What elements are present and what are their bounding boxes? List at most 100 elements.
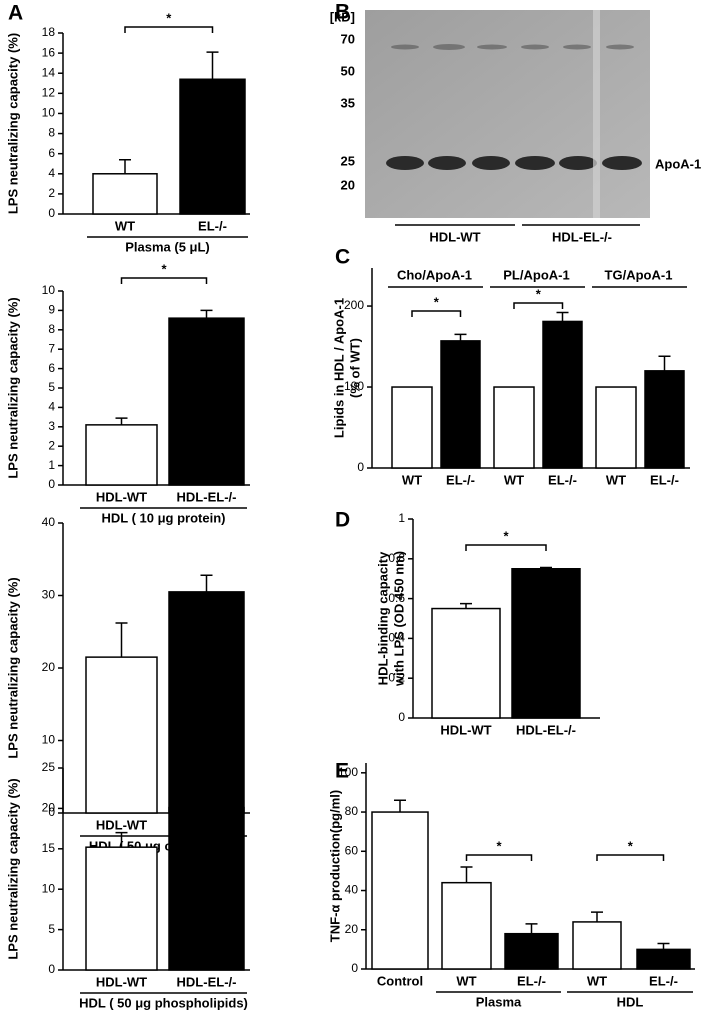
error-bar	[460, 866, 473, 883]
bar	[572, 921, 622, 970]
y-tick-label: 60	[345, 843, 359, 857]
x-tick-label: EL-/-	[517, 973, 546, 988]
x-tick-label: WT	[456, 973, 476, 988]
y-tick-label: 0.8	[388, 551, 405, 565]
group-label: HDL ( 50 μg phospholipids)	[79, 995, 248, 1010]
y-tick-label: 0	[48, 206, 55, 220]
y-tick-label: 0	[48, 477, 55, 491]
bar	[85, 424, 158, 486]
gel-image	[365, 10, 650, 218]
marker-label: 20	[341, 177, 355, 192]
panel-label: D	[335, 509, 350, 532]
error-bar	[525, 923, 538, 934]
bar	[168, 317, 245, 486]
y-tick-label: 10	[42, 881, 56, 895]
bar	[168, 806, 245, 971]
error-bar	[556, 311, 569, 322]
y-tick-label: 0	[48, 962, 55, 976]
x-tick-label: Control	[377, 973, 423, 988]
bar	[179, 78, 246, 215]
error-bar	[115, 831, 128, 848]
error-bar	[591, 911, 603, 922]
y-tick-label: 0.4	[388, 631, 405, 645]
x-tick-label: HDL-WT	[96, 489, 147, 504]
error-bar	[657, 942, 670, 950]
bar	[168, 591, 245, 814]
y-axis-label: LPS neutralizing capacity (%)	[5, 33, 20, 214]
y-axis-label: with LPS (OD 450 nm)	[391, 551, 406, 687]
y-tick-label: 20	[42, 801, 56, 815]
y-tick-label: 12	[42, 86, 56, 100]
error-bar	[460, 602, 472, 609]
error-bar	[540, 566, 552, 569]
y-tick-label: 40	[345, 883, 359, 897]
bar	[644, 370, 685, 469]
y-tick-label: 10	[42, 283, 56, 297]
y-tick-label: 15	[42, 841, 56, 855]
group-label: Plasma (5 μL)	[125, 239, 210, 254]
bar	[85, 656, 158, 814]
y-tick-label: 0	[48, 805, 55, 819]
significance-bracket	[465, 544, 547, 551]
significance-bracket	[120, 277, 208, 284]
bar	[441, 881, 492, 970]
error-bar	[658, 355, 671, 371]
bar	[371, 811, 429, 970]
x-tick-label: HDL-WT	[96, 817, 147, 832]
error-bar	[119, 158, 131, 174]
y-tick-label: 14	[42, 65, 56, 79]
bar	[493, 386, 535, 469]
y-axis-label: LPS neutralizing capacity (%)	[5, 297, 20, 478]
x-tick-label: HDL-WT	[440, 722, 491, 737]
y-axis-label: Lipids in HDL / ApoA-1	[331, 298, 346, 438]
y-axis-label: LPS neutralizing capacity (%)	[5, 778, 20, 959]
panel-label: C	[335, 246, 350, 269]
y-tick-label: 4	[48, 166, 55, 180]
y-tick-label: 2	[48, 186, 55, 200]
bar	[595, 386, 637, 469]
marker-label: 35	[341, 95, 355, 110]
x-tick-label: EL-/-	[548, 472, 577, 487]
significance-bracket	[465, 854, 533, 861]
group-label: PL/ApoA-1	[503, 267, 569, 282]
significance-label: *	[496, 838, 502, 853]
group-label: HDL	[617, 994, 644, 1009]
lane-label: HDL-WT	[429, 229, 480, 244]
y-tick-label: 100	[344, 379, 364, 393]
band-label: ApoA-1	[655, 156, 701, 171]
y-tick-label: 7	[48, 341, 55, 355]
y-tick-label: 80	[345, 804, 359, 818]
y-tick-label: 2	[48, 438, 55, 452]
group-label: TG/ApoA-1	[605, 267, 673, 282]
y-axis-label: TNF-α production(pg/ml)	[327, 790, 342, 942]
y-tick-label: 0.2	[388, 670, 405, 684]
significance-label: *	[161, 261, 167, 276]
y-tick-label: 0	[351, 961, 358, 975]
x-tick-label: EL-/-	[650, 472, 679, 487]
x-tick-label: WT	[504, 472, 524, 487]
error-bar	[454, 333, 467, 341]
y-tick-label: 6	[48, 361, 55, 375]
significance-label: *	[536, 286, 542, 301]
y-tick-label: 5	[48, 380, 55, 394]
marker-label: 70	[341, 31, 355, 46]
marker-label: 25	[341, 153, 355, 168]
y-tick-label: 16	[42, 45, 56, 59]
y-tick-label: 10	[42, 733, 56, 747]
bar	[391, 386, 433, 469]
error-bar	[200, 309, 213, 319]
lane-label: HDL-EL-/-	[552, 229, 612, 244]
significance-bracket	[513, 302, 564, 309]
y-axis-label: HDL-binding capacity	[375, 551, 390, 685]
y-tick-label: 10	[42, 106, 56, 120]
y-tick-label: 25	[42, 760, 56, 774]
error-bar	[206, 51, 219, 80]
bar	[504, 932, 559, 970]
y-axis-label: LPS neutralizing capacity (%)	[5, 577, 20, 758]
group-label: HDL ( 10 μg protein)	[102, 510, 226, 525]
x-tick-label: WT	[115, 218, 135, 233]
error-bar	[200, 791, 213, 808]
panel-label: E	[335, 760, 349, 783]
bar	[440, 340, 481, 469]
